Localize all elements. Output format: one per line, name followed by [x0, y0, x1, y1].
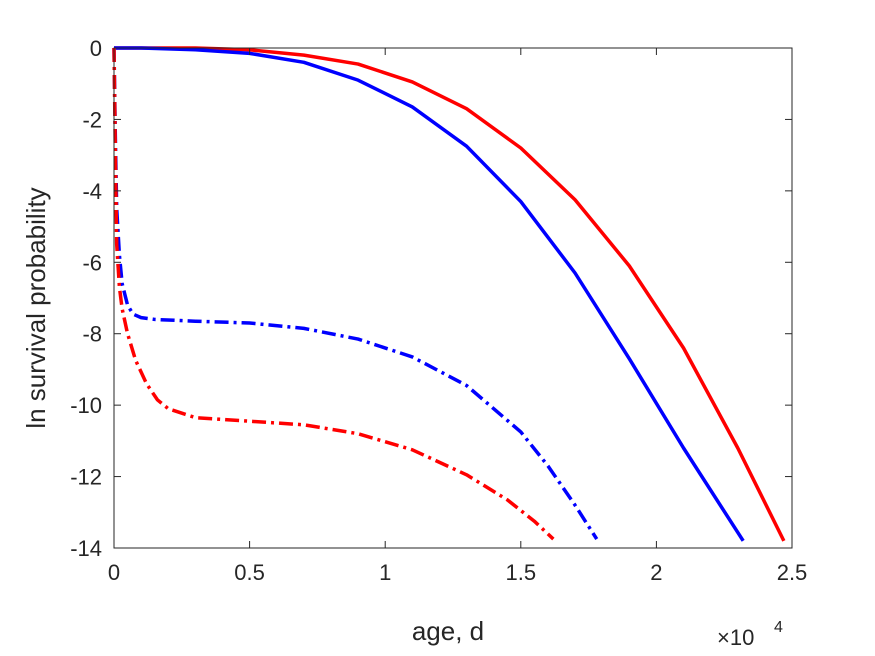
x-tick-label: 1.5 — [506, 560, 537, 585]
y-axis-label: ln survival probability — [21, 187, 51, 428]
series-line-4 — [112, 47, 555, 541]
ticks-layer — [113, 47, 793, 549]
y-tick-label: -2 — [82, 107, 102, 132]
x-tick-label: 2 — [650, 560, 662, 585]
y-tick-label: -14 — [70, 536, 102, 561]
y-tick-label: 0 — [90, 36, 102, 61]
x-tick-label: 1 — [379, 560, 391, 585]
y-tick-label: -6 — [82, 250, 102, 275]
y-tick-label: -10 — [70, 393, 102, 418]
x-tick-label: 2.5 — [777, 560, 808, 585]
series-line-3 — [112, 47, 599, 541]
x-exponent-power: 4 — [774, 619, 783, 636]
y-tick-label: -4 — [82, 179, 102, 204]
y-tick-label: -8 — [82, 322, 102, 347]
x-axis-label: age, d — [412, 616, 484, 646]
x-tick-label: 0.5 — [234, 560, 265, 585]
plot-area — [112, 46, 793, 549]
axes-box — [113, 47, 793, 549]
tick-labels: 0 0.5 1 1.5 2 2.5 0 -2 -4 -6 -8 -10 -12 -14 — [70, 36, 807, 585]
x-exponent-base: ×10 — [717, 625, 754, 650]
x-tick-label: 0 — [108, 560, 120, 585]
x-axis-exponent: ×10 4 — [717, 619, 783, 650]
plot-background — [114, 48, 792, 548]
y-tick-label: -12 — [70, 465, 102, 490]
